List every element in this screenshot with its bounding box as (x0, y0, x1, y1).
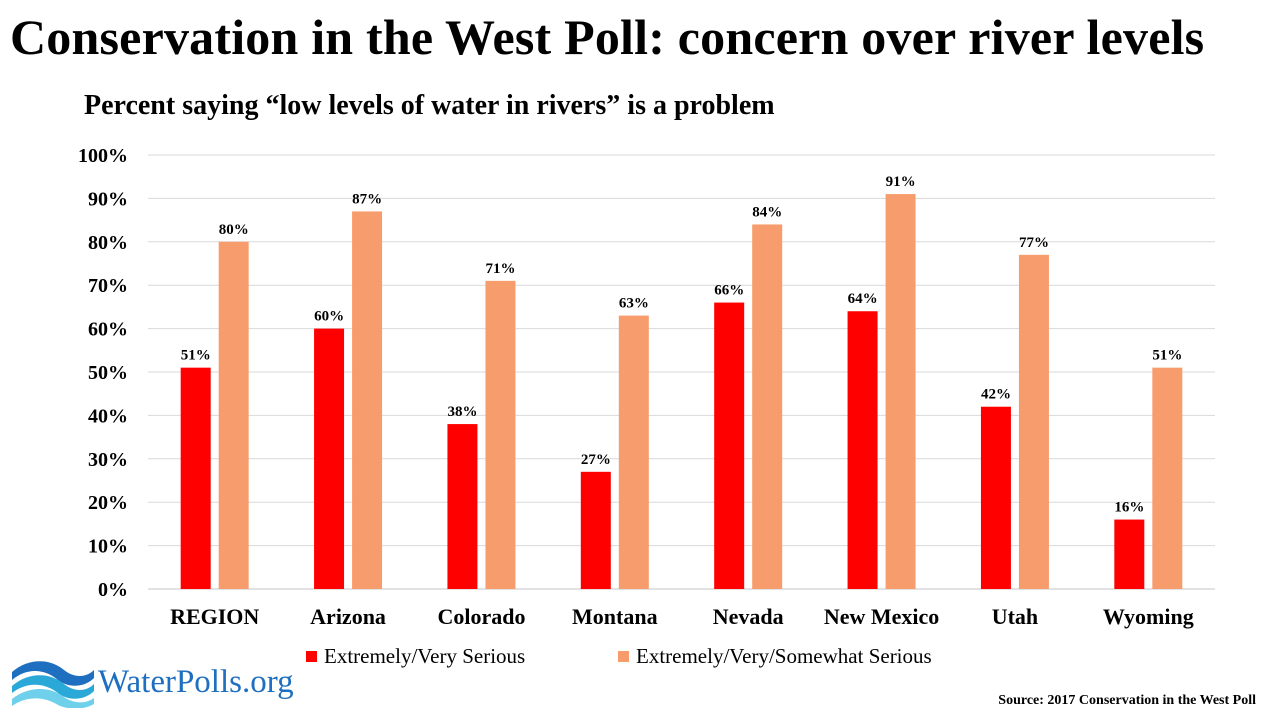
bar-series1 (314, 328, 345, 589)
x-tick-label: Colorado (437, 604, 525, 629)
y-tick-label: 70% (88, 275, 128, 297)
data-label: 77% (1019, 235, 1049, 251)
data-label: 71% (485, 261, 515, 277)
legend-item-extremely-very-somewhat-serious: Extremely/Very/Somewhat Serious (618, 644, 932, 669)
x-tick-label: Utah (992, 604, 1038, 629)
data-label: 63% (619, 296, 649, 312)
data-label: 51% (181, 348, 211, 364)
bar-series1 (980, 406, 1011, 589)
bar-series2 (218, 241, 249, 590)
bar-series2 (752, 224, 783, 589)
data-label: 60% (314, 309, 344, 325)
bar-series1 (847, 311, 878, 589)
legend-label-series1: Extremely/Very Serious (324, 644, 526, 668)
data-label: 27% (581, 452, 611, 468)
y-tick-label: 50% (88, 362, 128, 384)
x-tick-label: REGION (170, 604, 259, 629)
bar-series1 (447, 424, 478, 589)
y-tick-label: 80% (88, 232, 128, 254)
x-tick-label: Wyoming (1103, 604, 1194, 629)
y-tick-label: 20% (88, 492, 128, 514)
data-label: 64% (848, 291, 878, 307)
wave-icon (12, 661, 94, 709)
data-label: 66% (714, 283, 744, 299)
data-label: 42% (981, 387, 1011, 403)
y-tick-label: 100% (78, 145, 128, 167)
bar-series2 (885, 194, 916, 589)
legend-swatch-series2 (618, 651, 629, 662)
y-tick-label: 0% (98, 579, 128, 601)
legend: Extremely/Very Serious Extremely/Very/So… (0, 644, 1280, 670)
waterpolls-logo: WaterPolls.org (10, 658, 300, 709)
y-tick-label: 90% (88, 188, 128, 210)
y-tick-label: 40% (88, 405, 128, 427)
x-tick-label: Montana (572, 604, 658, 629)
bar-series2 (1018, 254, 1049, 589)
data-label: 38% (447, 404, 477, 420)
bar-series1 (580, 471, 611, 589)
bar-series2 (352, 211, 383, 590)
data-label: 16% (1114, 500, 1144, 516)
data-label: 84% (752, 204, 782, 220)
x-tick-label: New Mexico (824, 604, 939, 629)
source-note: Source: 2017 Conservation in the West Po… (998, 693, 1256, 708)
legend-label-series2: Extremely/Very/Somewhat Serious (636, 644, 932, 668)
logo-text: WaterPolls.org (98, 664, 294, 700)
bar-series2 (618, 315, 649, 589)
data-label: 80% (219, 222, 249, 238)
chart-subtitle: Percent saying “low levels of water in r… (84, 90, 775, 121)
bar-series1 (1114, 519, 1145, 589)
y-tick-label: 60% (88, 319, 128, 341)
bar-series1 (180, 367, 211, 589)
data-label: 91% (886, 174, 916, 190)
y-tick-label: 10% (88, 536, 128, 558)
legend-item-extremely-very-serious: Extremely/Very Serious (306, 644, 525, 669)
x-tick-label: Arizona (310, 604, 386, 629)
y-tick-label: 30% (88, 449, 128, 471)
legend-swatch-series1 (306, 651, 317, 662)
chart-title: Conservation in the West Poll: concern o… (10, 9, 1205, 65)
data-label: 51% (1152, 348, 1182, 364)
bar-series1 (714, 302, 745, 589)
bar-series2 (485, 280, 516, 589)
x-tick-label: Nevada (713, 604, 784, 629)
bar-series2 (1152, 367, 1183, 589)
data-label: 87% (352, 191, 382, 207)
